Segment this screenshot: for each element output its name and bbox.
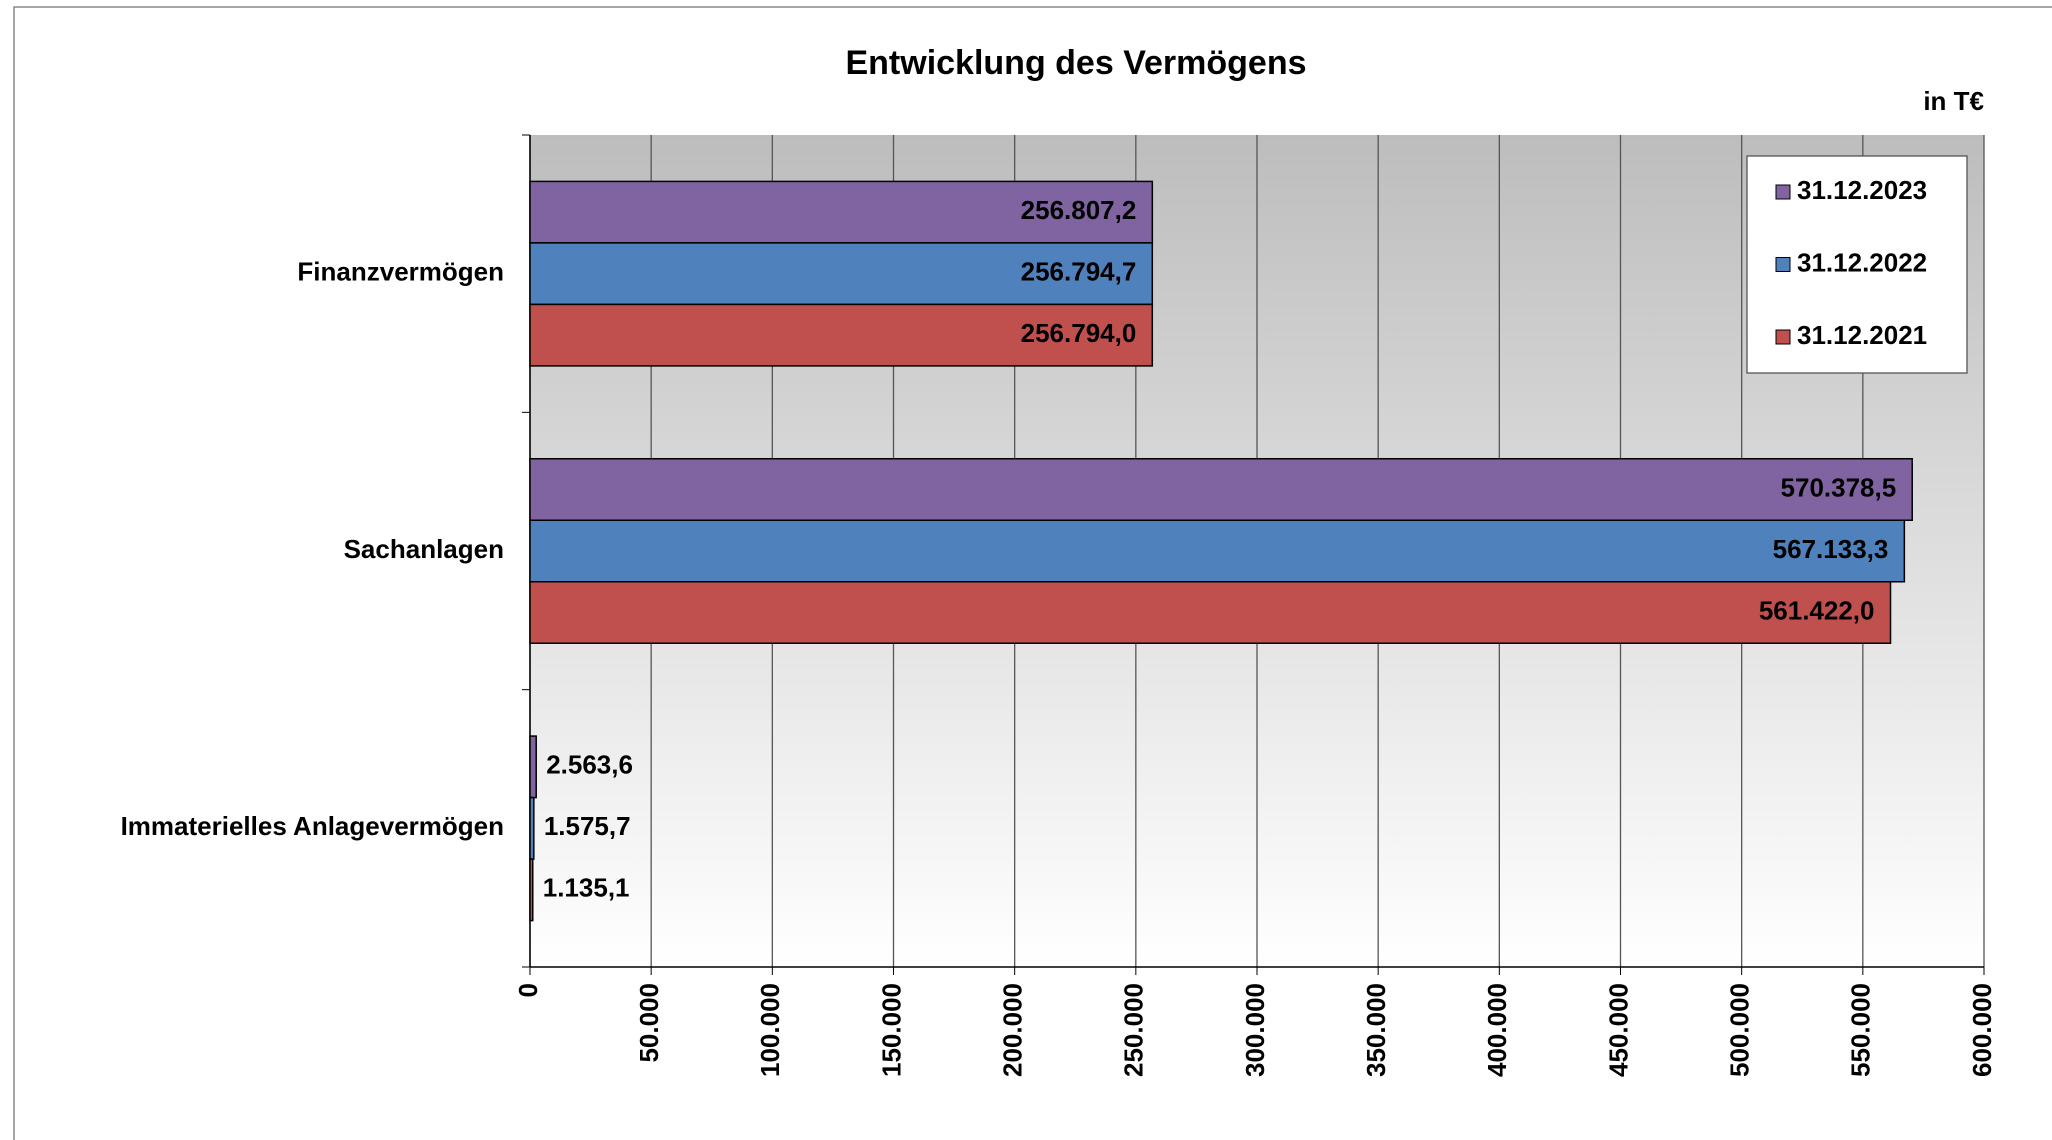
value-label: 256.794,0 <box>1021 318 1137 348</box>
x-tick-label: 450.000 <box>1603 983 1633 1077</box>
bar <box>529 735 537 799</box>
bar <box>529 242 1154 306</box>
legend-label: 31.12.2022 <box>1797 247 1927 277</box>
x-tick-label: 0 <box>513 983 543 997</box>
x-tick-label: 200.000 <box>998 983 1028 1077</box>
y-tick-label: Sachanlagen <box>344 534 504 564</box>
value-label: 2.563,6 <box>546 750 633 780</box>
bar <box>529 796 535 860</box>
legend-swatch <box>1775 257 1791 272</box>
chart-title: Entwicklung des Vermögens <box>845 44 1306 82</box>
x-tick-label: 250.000 <box>1119 983 1149 1077</box>
value-label: 256.794,7 <box>1021 257 1137 287</box>
x-tick-label: 50.000 <box>634 983 664 1063</box>
legend-label: 31.12.2023 <box>1797 175 1927 205</box>
value-label: 256.807,2 <box>1021 195 1137 225</box>
legend-swatch <box>1775 329 1791 345</box>
x-tick-label: 100.000 <box>755 983 785 1077</box>
bar <box>529 519 1906 583</box>
x-tick-label: 300.000 <box>1240 983 1270 1077</box>
y-tick-label: Immaterielles Anlagevermögen <box>121 811 504 841</box>
x-tick-label: 500.000 <box>1725 983 1755 1077</box>
bar <box>529 581 1892 644</box>
legend-swatch <box>1775 184 1791 200</box>
bar <box>529 458 1913 521</box>
unit-label: in T€ <box>1923 86 1984 116</box>
bar <box>529 180 1154 244</box>
x-tick-label: 550.000 <box>1846 983 1876 1077</box>
value-label: 567.133,3 <box>1773 534 1889 564</box>
x-tick-label: 350.000 <box>1361 983 1391 1077</box>
bar <box>529 858 534 922</box>
value-label: 561.422,0 <box>1759 595 1875 625</box>
bar <box>529 303 1154 367</box>
x-tick-label: 400.000 <box>1482 983 1512 1077</box>
legend-label: 31.12.2021 <box>1797 320 1927 350</box>
x-tick-label: 150.000 <box>876 983 906 1077</box>
value-label: 1.135,1 <box>543 873 630 903</box>
y-tick-label: Finanzvermögen <box>297 257 504 287</box>
frame <box>13 6 2052 1140</box>
value-label: 1.575,7 <box>544 811 631 841</box>
value-label: 570.378,5 <box>1781 472 1897 502</box>
x-tick-label: 600.000 <box>1967 983 1997 1077</box>
